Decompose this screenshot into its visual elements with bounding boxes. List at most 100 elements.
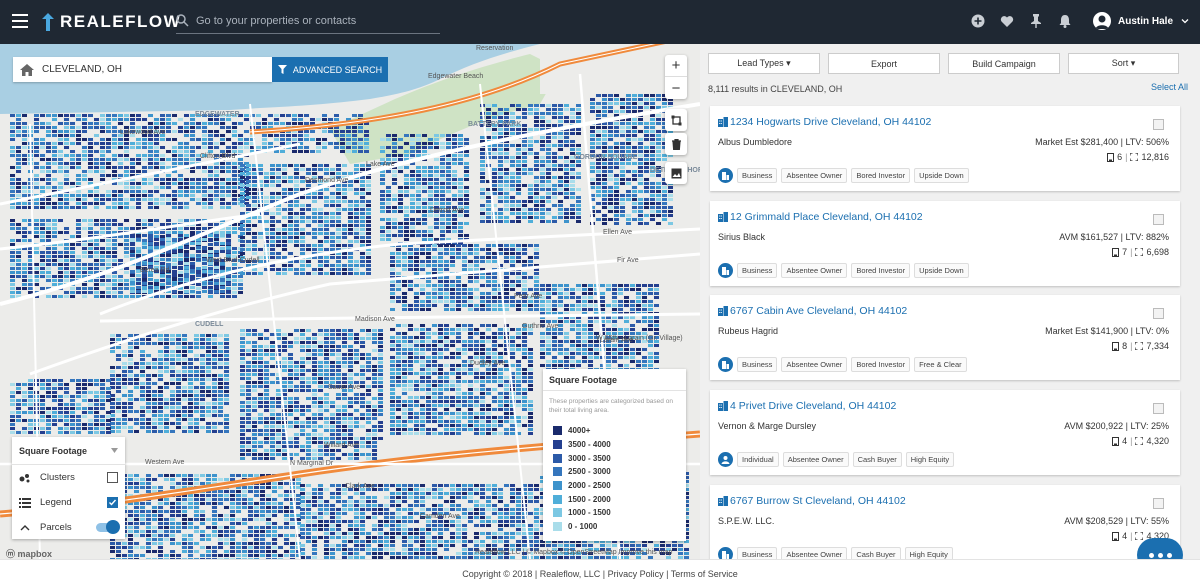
map-label: Western Ave [145,459,185,466]
lead-tags: Business Absentee Owner Bored Investor Free… [718,357,971,372]
lead-tag[interactable]: Bored Investor [851,263,911,278]
lead-tag[interactable]: Business [737,168,778,183]
lead-tag[interactable]: Absentee Owner [781,547,848,559]
unit-count: 6 [1117,152,1123,162]
lead-tag[interactable]: Business [737,357,778,372]
legend-checkbox[interactable] [107,497,118,508]
legend-swatch [553,481,562,491]
zoom-controls: + − [665,55,687,99]
delete-shape-button[interactable] [665,133,687,155]
select-checkbox[interactable] [1153,214,1164,225]
property-address: 6767 Burrow St Cleveland, OH 44102 [730,495,906,507]
parcels-toggle[interactable] [96,520,120,534]
home-icon [20,63,34,76]
map-attribution[interactable]: Realeflow LLC | © Mapbox © OpenStreetMap… [475,549,673,556]
select-all-link[interactable]: Select All [1151,82,1189,92]
heart-icon[interactable] [999,13,1015,29]
legend-item-label: 0 - 1000 [568,522,598,532]
square-footage-icon [1130,153,1139,161]
property-card[interactable]: 4 Privet Drive Cleveland, OH 44102 Vernon… [710,390,1180,475]
units-icon [1112,531,1120,541]
lead-tag[interactable]: Absentee Owner [782,452,849,467]
lead-tag[interactable]: Business [737,547,778,559]
lead-tag[interactable]: Upside Down [914,168,969,183]
legend-item: 4000+ [543,424,686,438]
layer-select-value: Square Footage [19,445,88,456]
parcels-row[interactable]: Parcels [12,515,125,540]
units-icon [1112,341,1120,351]
legend-label: Legend [40,497,72,508]
zoom-in-button[interactable]: + [665,55,687,77]
select-checkbox[interactable] [1153,498,1164,509]
legend-row[interactable]: Legend [12,490,125,515]
lead-tag[interactable]: Bored Investor [851,168,911,183]
person-icon [721,456,730,464]
property-address-link[interactable]: 12 Grimmald Place Cleveland, OH 44102 [718,211,923,223]
user-menu[interactable]: Austin Hale [1093,12,1189,30]
property-card[interactable]: 1234 Hogwarts Drive Cleveland, OH 44102 A… [710,106,1180,191]
lead-types-button[interactable]: Lead Types ▾ [708,53,820,74]
select-checkbox[interactable] [1153,403,1164,414]
property-card[interactable]: 12 Grimmald Place Cleveland, OH 44102 Sir… [710,201,1180,286]
image-layer-button[interactable] [665,162,687,184]
building-icon [722,267,729,275]
advanced-search-button[interactable]: ADVANCED SEARCH [272,57,388,82]
export-button[interactable]: Export [828,53,940,74]
layer-select[interactable]: Square Footage [12,437,125,465]
property-address-link[interactable]: 4 Privet Drive Cleveland, OH 44102 [718,400,896,412]
property-address-link[interactable]: 6767 Cabin Ave Cleveland, OH 44102 [718,305,907,317]
square-footage: 4,320 [1146,436,1169,446]
pin-icon[interactable] [1028,13,1044,29]
clusters-checkbox[interactable] [107,472,118,483]
search-icon [176,14,189,27]
lead-tag[interactable]: Absentee Owner [781,357,848,372]
lead-tag[interactable]: Absentee Owner [781,263,848,278]
lead-tag[interactable]: Upside Down [914,263,969,278]
map-label: Sauer Ave [328,384,360,391]
lead-tag[interactable]: Cash Buyer [851,547,901,559]
sort-button[interactable]: Sort ▾ [1068,53,1179,74]
layer-panel: Square Footage Clusters Legend Parcels [12,437,125,539]
global-search[interactable] [176,8,440,34]
lead-tag[interactable]: High Equity [904,547,953,559]
filter-icon [277,65,287,74]
legend-item: 1500 - 2000 [543,492,686,506]
property-metrics: 6 | 12,816 [1107,152,1169,162]
property-card[interactable]: 6767 Cabin Ave Cleveland, OH 44102 Rubeus… [710,295,1180,380]
property-address-link[interactable]: 1234 Hogwarts Drive Cleveland, OH 44102 [718,116,931,128]
build-campaign-button[interactable]: Build Campaign [948,53,1060,74]
road-clifton-blvd [0,142,301,206]
chevron-up-icon [20,524,30,530]
top-bar: REALEFLOW Austin Hale [0,0,1200,44]
menu-icon[interactable] [12,14,28,28]
logo[interactable]: REALEFLOW [42,12,181,32]
draw-shape-button[interactable] [665,109,687,131]
select-checkbox[interactable] [1153,308,1164,319]
location-search[interactable]: CLEVELAND, OH [13,57,272,82]
lead-tag[interactable]: Individual [737,452,779,467]
lead-tag[interactable]: High Equity [905,452,955,467]
map-label: Desmond Ave [305,177,349,184]
property-address: 6767 Cabin Ave Cleveland, OH 44102 [730,305,908,317]
property-card[interactable]: 6767 Burrow St Cleveland, OH 44102 S.P.E.… [710,485,1180,559]
road-lorain [99,227,700,316]
zoom-out-button[interactable]: − [671,79,681,97]
location-value[interactable]: CLEVELAND, OH [42,64,123,75]
select-checkbox[interactable] [1153,119,1164,130]
plus-circle-icon[interactable] [970,13,986,29]
lead-tag[interactable]: Absentee Owner [781,168,848,183]
lead-tag[interactable]: Cash Buyer [852,452,902,467]
lead-tag[interactable]: Bored Investor [851,357,911,372]
search-input[interactable] [196,14,436,27]
mapbox-logo[interactable]: ⓜ mapbox [6,549,53,559]
lead-tag[interactable]: Business [737,263,778,278]
bell-icon[interactable] [1057,13,1073,29]
building-icon [718,401,728,411]
property-address-link[interactable]: 6767 Burrow St Cleveland, OH 44102 [718,495,906,507]
unit-count: 4 [1122,436,1128,446]
property-metrics: 7 | 6,698 [1112,247,1169,257]
clusters-row[interactable]: Clusters [12,465,125,490]
lead-tag[interactable]: Free & Clear [914,357,967,372]
